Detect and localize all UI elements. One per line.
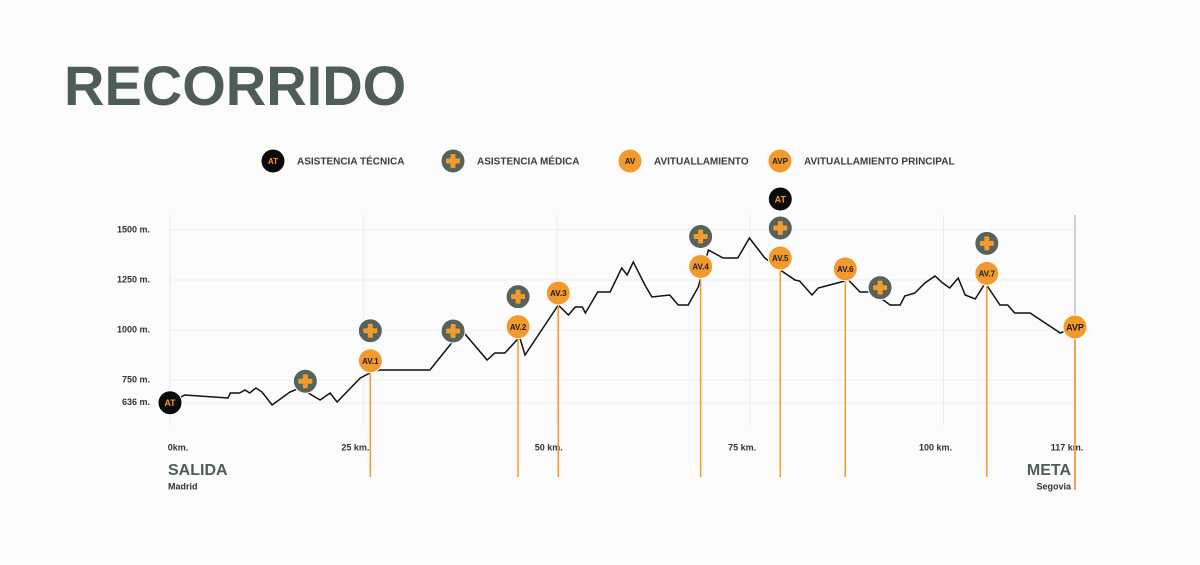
marker-label: AV.7 — [979, 269, 996, 278]
y-tick-label: 1250 m. — [117, 274, 150, 284]
marker-label: AV.5 — [772, 254, 789, 263]
x-tick-label: 0km. — [168, 442, 189, 452]
legend-label: ASISTENCIA MÉDICA — [477, 155, 579, 168]
x-tick-label: 50 km. — [535, 442, 563, 452]
marker: AT — [157, 390, 183, 416]
marker: AT — [260, 148, 286, 174]
marker-label: AT — [164, 398, 176, 408]
cross-v — [367, 323, 373, 338]
cross-v — [777, 221, 783, 235]
marker-circle — [545, 280, 571, 306]
x-tick-label: 75 km. — [728, 442, 756, 452]
medical-marker — [440, 148, 466, 174]
marker-label: AV.1 — [362, 357, 379, 366]
x-tick-label: 100 km. — [919, 442, 952, 452]
marker-circle — [260, 148, 286, 174]
medical-marker — [440, 318, 466, 344]
cross-v — [877, 280, 883, 295]
medical-marker — [867, 275, 893, 301]
marker: AV.6 — [832, 256, 858, 282]
start-name: SALIDA — [168, 462, 228, 479]
marker-circle — [505, 314, 531, 340]
marker: AVP — [767, 148, 793, 174]
marker: AV.1 — [357, 348, 383, 374]
marker-circle — [974, 260, 1000, 286]
marker-label: AV.4 — [692, 263, 709, 272]
y-tick-label: 1500 m. — [117, 224, 150, 234]
marker-label: AVP — [1066, 322, 1084, 332]
legend-label: AVITUALLAMIENTO — [654, 157, 749, 168]
medical-marker — [688, 223, 714, 249]
x-tick-label: 25 km. — [341, 442, 369, 452]
marker-label: AV.2 — [510, 323, 527, 332]
marker-label: AT — [268, 157, 278, 166]
marker-label: AT — [775, 194, 787, 204]
y-tick-label: 750 m. — [122, 374, 150, 384]
marker: AT — [767, 186, 793, 212]
cross-v — [515, 289, 521, 304]
start-place: Madrid — [168, 481, 198, 491]
marker: AV.7 — [974, 260, 1000, 286]
cross-v — [302, 374, 308, 389]
marker-label: AV.3 — [550, 289, 567, 298]
marker-circle — [767, 245, 793, 271]
marker: AV.3 — [545, 280, 571, 306]
y-tick-label: 1000 m. — [117, 324, 150, 334]
cross-v — [450, 154, 456, 168]
marker-label: AV.6 — [837, 265, 854, 274]
cross-v — [450, 324, 456, 338]
marker-label: AV — [625, 157, 636, 166]
end-place: Segovia — [1036, 481, 1072, 491]
marker-circle — [617, 148, 643, 174]
marker-circle — [767, 148, 793, 174]
legend-label: ASISTENCIA TÉCNICA — [297, 155, 404, 168]
end-name: META — [1027, 462, 1072, 479]
medical-marker — [767, 215, 793, 241]
medical-marker — [357, 318, 383, 344]
marker-circle — [357, 348, 383, 374]
title: RECORRIDO — [64, 54, 406, 117]
marker: AVP — [1062, 314, 1088, 340]
x-tick-label: 117 km. — [1051, 442, 1084, 452]
marker-circle — [1062, 314, 1088, 340]
marker: AV.5 — [767, 245, 793, 271]
marker: AV.2 — [505, 314, 531, 340]
marker-circle — [832, 256, 858, 282]
marker-label: AVP — [772, 157, 789, 166]
medical-marker — [974, 230, 1000, 256]
elevation-profile — [169, 236, 1076, 407]
cross-v — [984, 236, 990, 251]
medical-marker — [292, 368, 318, 394]
marker-circle — [767, 186, 793, 212]
cross-v — [698, 229, 704, 244]
marker-circle — [688, 253, 714, 279]
medical-marker — [505, 284, 531, 310]
legend-label: AVITUALLAMIENTO PRINCIPAL — [804, 157, 955, 168]
marker-circle — [157, 390, 183, 416]
marker: AV — [617, 148, 643, 174]
marker: AV.4 — [688, 253, 714, 279]
y-tick-label: 636 m. — [122, 397, 150, 407]
